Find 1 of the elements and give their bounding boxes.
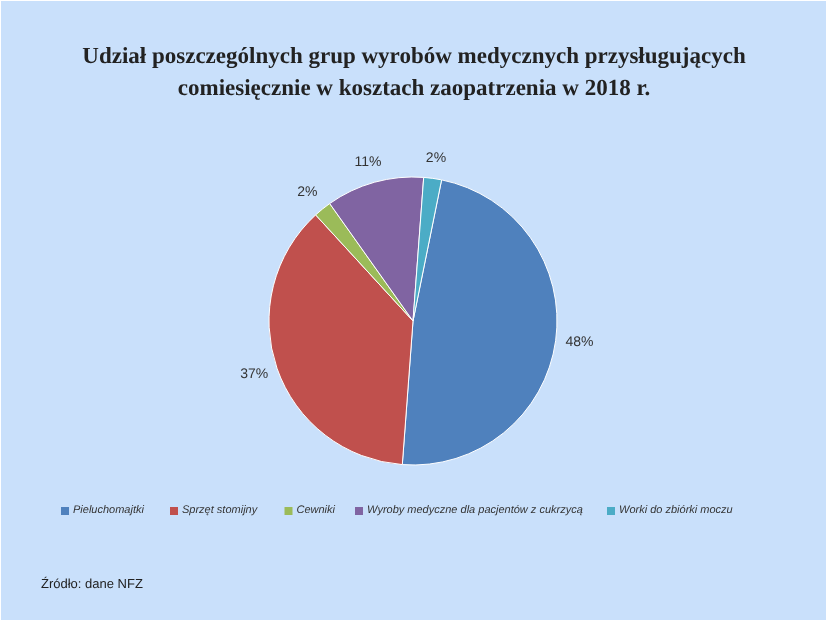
chart-title: Udział poszczególnych grup wyrobów medycznych przysługujących comiesięcznie w kosztach zaopatrzenia w 2018 r. (82, 45, 747, 101)
